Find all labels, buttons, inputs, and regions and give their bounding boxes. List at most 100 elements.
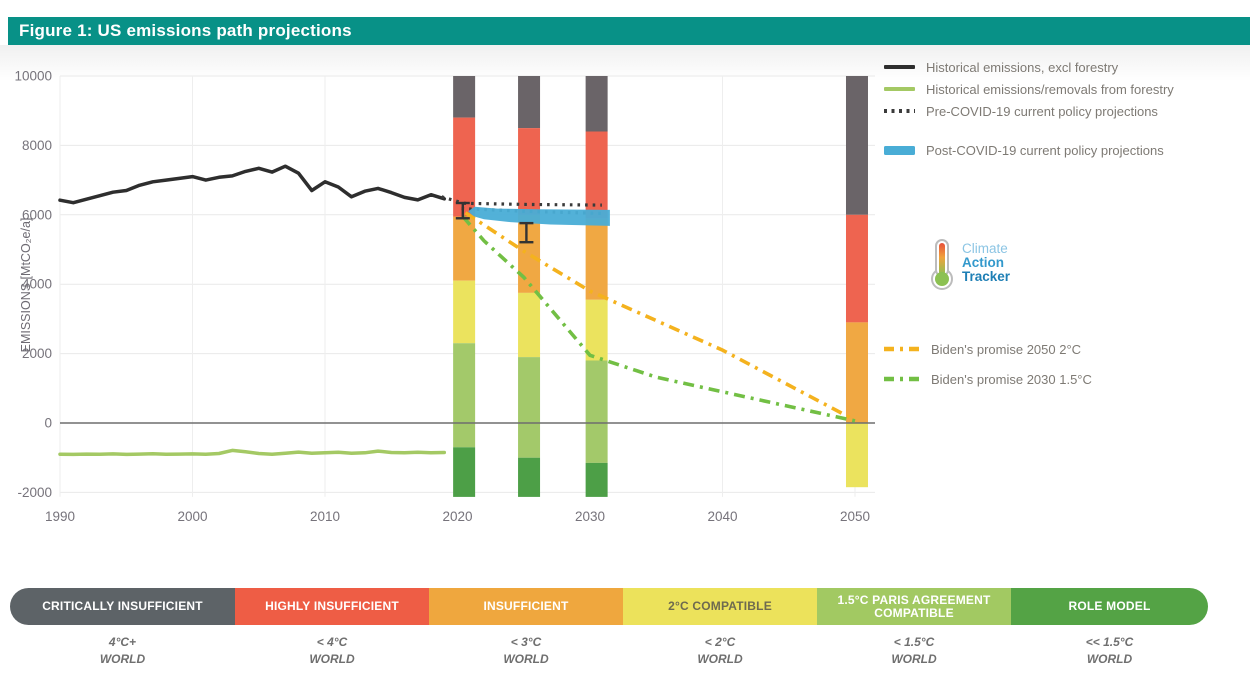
historical-line: [58, 164, 447, 205]
rating-band-gray: [453, 76, 476, 118]
rating-band-yellow: [585, 299, 608, 361]
rating-temp-label: < 1.5°C: [893, 635, 935, 649]
rating-band-dark_green: [518, 457, 541, 497]
error-bar: [519, 221, 534, 244]
rating-band-orange: [585, 218, 608, 300]
biden-2050-line: [464, 211, 856, 422]
rating-scale-item: HIGHLY INSUFFICIENT < 4°C WORLD: [235, 588, 429, 666]
promise-legend-label: Biden's promise 2030 1.5°C: [931, 371, 1092, 387]
cat-logo-text: Climate Action Tracker: [962, 237, 1010, 284]
rating-world-label: WORLD: [697, 652, 743, 666]
cat-logo-line3: Tracker: [962, 269, 1011, 284]
rating-scale: CRITICALLY INSUFFICIENT 4°C+ WORLD HIGHLY I…: [10, 588, 1208, 666]
x-tick-label: 1990: [45, 509, 75, 524]
x-tick-label: 2020: [442, 509, 472, 524]
rating-band-red: [585, 131, 608, 219]
figure-title-bar: Figure 1: US emissions path projections: [8, 17, 1250, 45]
promise-legend-label: Biden's promise 2050 2°C: [931, 341, 1082, 357]
rating-bar: [845, 76, 868, 488]
cat-logo-line2: Action: [962, 255, 1004, 270]
legend-item: Historical emissions/removals from fores…: [884, 78, 1234, 100]
rating-band-gray: [518, 76, 541, 129]
y-tick-label: 10000: [14, 69, 52, 84]
rating-bars: [453, 76, 868, 497]
y-tick-label: 0: [44, 416, 52, 431]
rating-band-light_green: [518, 357, 541, 458]
rating-band-red: [518, 128, 541, 215]
x-tick-label: 2040: [707, 509, 737, 524]
rating-band-red: [453, 117, 476, 217]
forestry-line: [58, 448, 447, 457]
rating-segment: INSUFFICIENT: [429, 588, 623, 625]
rating-temp-label: < 2°C: [704, 635, 736, 649]
rating-segment: ROLE MODEL: [1011, 588, 1208, 625]
rating-world-label: WORLD: [891, 652, 937, 666]
cat-logo-line1: Climate: [962, 241, 1008, 256]
rating-world-label: WORLD: [503, 652, 549, 666]
y-tick-label: 4000: [22, 277, 52, 292]
rating-segment: HIGHLY INSUFFICIENT: [235, 588, 429, 625]
cat-logo: Climate Action Tracker: [929, 237, 1010, 291]
rating-band-red: [845, 214, 868, 323]
rating-band-orange: [518, 214, 541, 293]
rating-world-label: WORLD: [1086, 652, 1133, 666]
x-tick-label: 2030: [575, 509, 605, 524]
rating-band-yellow: [845, 423, 868, 488]
legend-item: Historical emissions, excl forestry: [884, 56, 1234, 78]
rating-band-orange: [453, 216, 476, 281]
rating-band-yellow: [453, 280, 476, 344]
chart-legend: Historical emissions, excl forestry Histo…: [884, 56, 1234, 161]
dotted-swatch-icon: [884, 109, 915, 113]
rating-band-yellow: [518, 292, 541, 358]
dashdot-swatch-icon: [884, 346, 920, 352]
rating-world-label: WORLD: [309, 652, 355, 666]
rating-scale-item: INSUFFICIENT < 3°C WORLD: [429, 588, 623, 666]
x-tick-label: 2050: [840, 509, 870, 524]
rating-scale-item: 2°C COMPATIBLE < 2°C WORLD: [623, 588, 817, 666]
line-swatch-icon: [884, 87, 915, 91]
rating-band-dark_green: [585, 462, 608, 497]
legend-label: Pre-COVID-19 current policy projections: [926, 103, 1158, 119]
rating-band-gray: [585, 76, 608, 132]
rating-band-orange: [845, 322, 868, 423]
promise-legend: Biden's promise 2050 2°C Biden's promise …: [884, 334, 1234, 394]
page-title: Figure 1: US emissions path projections: [19, 21, 352, 40]
rating-bar: [453, 76, 476, 497]
line-swatch-icon: [884, 65, 915, 69]
emissions-chart-svg: -2000 0 2000 4000 6000 8000 10000 1990 2000 2010 2…: [14, 69, 875, 524]
rating-scale-item: 1.5°C PARIS AGREEMENT COMPATIBLE < 1.5°C W…: [817, 588, 1011, 666]
rating-segment: 2°C COMPATIBLE: [623, 588, 817, 625]
pre-covid-dotted-line: [441, 195, 602, 207]
y-tick-label: 8000: [22, 138, 52, 153]
rating-world-label: WORLD: [99, 652, 146, 666]
x-tick-label: 2010: [310, 509, 340, 524]
rating-temp-label: < 3°C: [510, 635, 542, 649]
rating-segment: CRITICALLY INSUFFICIENT: [10, 588, 235, 625]
rating-band-dark_green: [453, 447, 476, 497]
thermometer-icon: [931, 239, 953, 290]
error-bar: [455, 201, 470, 220]
dashdot-swatch-icon: [884, 376, 920, 382]
rating-scale-item: CRITICALLY INSUFFICIENT 4°C+ WORLD: [10, 588, 235, 666]
rating-temp-label: << 1.5°C: [1085, 635, 1134, 649]
band-swatch-icon: [884, 145, 915, 155]
y-tick-label: 2000: [22, 346, 52, 361]
rating-segment: 1.5°C PARIS AGREEMENT COMPATIBLE: [817, 588, 1011, 625]
rating-bar: [585, 76, 608, 497]
rating-temp-label: 4°C+: [108, 635, 137, 649]
promise-legend-item: Biden's promise 2030 1.5°C: [884, 364, 1234, 394]
y-axis-title: EMISSIONS [MtCO₂e/a]: [19, 218, 33, 353]
y-tick-label: -2000: [17, 485, 52, 500]
legend-label: Historical emissions/removals from fores…: [926, 81, 1174, 97]
rating-band-light_green: [453, 343, 476, 448]
y-tick-label: 6000: [22, 207, 52, 222]
rating-temp-label: < 4°C: [316, 635, 348, 649]
rating-scale-item: ROLE MODEL << 1.5°C WORLD: [1011, 588, 1208, 666]
promise-legend-item: Biden's promise 2050 2°C: [884, 334, 1234, 364]
legend-item: Pre-COVID-19 current policy projections: [884, 100, 1234, 122]
legend-label: Historical emissions, excl forestry: [926, 59, 1119, 75]
rating-bar: [518, 76, 541, 497]
biden-2030-line: [461, 215, 856, 423]
rating-band-light_green: [585, 360, 608, 463]
